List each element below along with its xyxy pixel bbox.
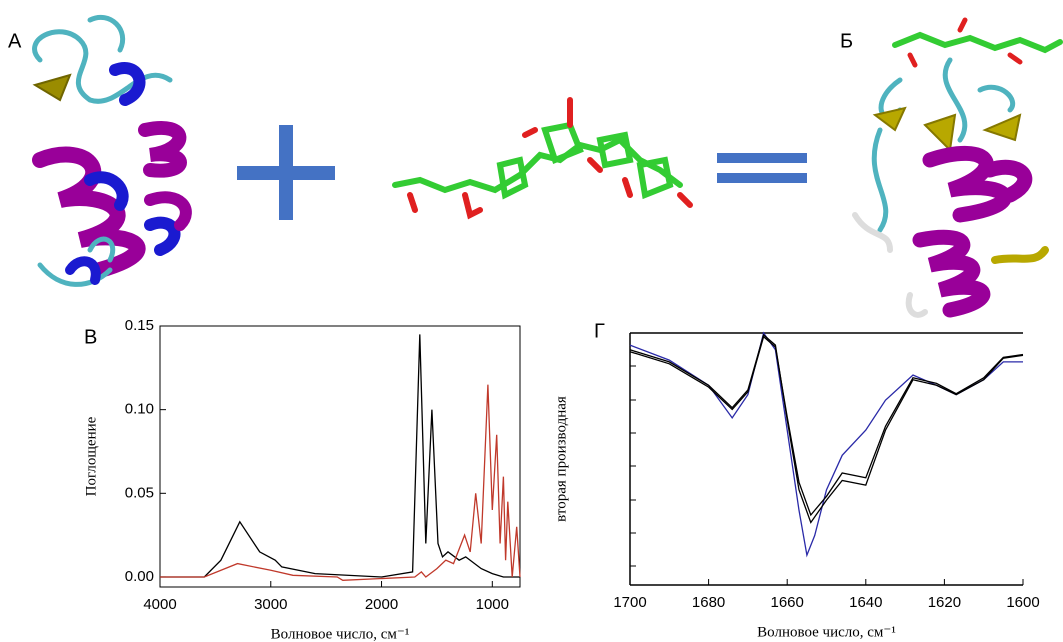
x-tick-label: 1620 [928, 594, 961, 611]
x-tick-label: 1000 [476, 596, 509, 613]
panel-label: А [8, 30, 22, 52]
equals-sign [717, 153, 807, 163]
x-axis-label: Волновое число, см⁻¹ [757, 624, 896, 640]
x-tick-label: 1700 [613, 594, 646, 611]
x-axis-label: Волновое число, см⁻¹ [271, 626, 410, 642]
complex-structure [852, 17, 1063, 318]
plus-sign [279, 125, 293, 220]
y-tick-label: 0.05 [125, 484, 154, 501]
axis-ticks [630, 365, 636, 567]
x-tick-label: 3000 [254, 596, 287, 613]
ligand-structure [392, 97, 693, 220]
y-tick-label: 0.10 [125, 401, 154, 418]
plot-frame [159, 325, 521, 588]
equals-sign [717, 173, 807, 183]
y-axis-label: Поглощение [83, 416, 99, 496]
y-tick-label: 0.15 [125, 317, 154, 334]
spectrum-line [160, 384, 521, 581]
x-tick-label: 1660 [771, 594, 804, 611]
x-tick-label: 4000 [143, 596, 176, 613]
spectrum-line [629, 331, 1023, 558]
spectrum-line [160, 334, 520, 578]
x-tick-label: 1680 [692, 594, 725, 611]
panel-label: Б [840, 30, 853, 52]
x-tick-label: 1600 [1006, 594, 1039, 611]
panel-label: Г [594, 320, 605, 342]
y-tick-label: 0.00 [125, 568, 154, 585]
x-tick-label: 2000 [365, 596, 398, 613]
spectrum-line [629, 333, 1024, 524]
spectrum-line [629, 335, 1024, 517]
protein-structure [32, 14, 192, 287]
x-tick-label: 1640 [849, 594, 882, 611]
y-axis-label: вторая производная [553, 396, 569, 522]
panel-label: В [84, 326, 97, 348]
